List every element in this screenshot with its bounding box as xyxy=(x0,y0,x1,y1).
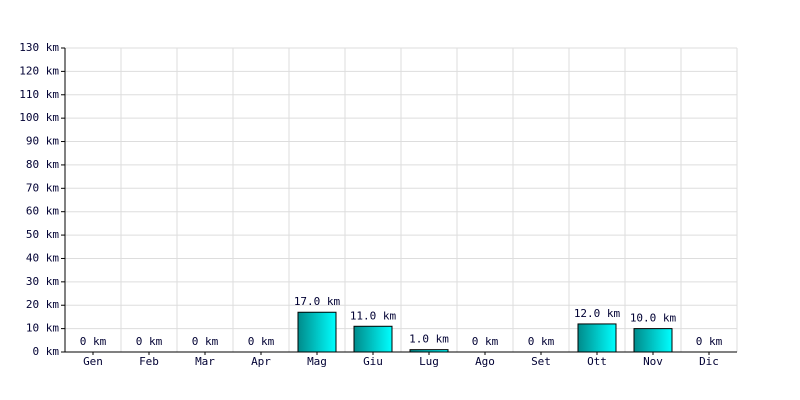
value-label: 0 km xyxy=(528,335,555,348)
bar xyxy=(353,325,393,353)
x-tick-label: Ott xyxy=(587,355,607,368)
value-label: 12.0 km xyxy=(574,307,621,320)
x-tick-label: Ago xyxy=(475,355,495,368)
value-label: 0 km xyxy=(472,335,499,348)
y-tick-label: 0 km xyxy=(33,345,60,358)
x-tick-label: Giu xyxy=(363,355,383,368)
bar xyxy=(633,328,673,353)
value-label: 0 km xyxy=(248,335,275,348)
value-label: 0 km xyxy=(192,335,219,348)
x-tick-label: Lug xyxy=(419,355,439,368)
x-tick-label: Apr xyxy=(251,355,271,368)
value-label: 17.0 km xyxy=(294,295,341,308)
y-tick-label: 40 km xyxy=(26,251,59,264)
x-tick-label: Gen xyxy=(83,355,103,368)
y-tick-label: 60 km xyxy=(26,205,59,218)
y-tick-label: 120 km xyxy=(19,64,59,77)
bar xyxy=(297,311,337,353)
y-tick-label: 50 km xyxy=(26,228,59,241)
x-tick-label: Set xyxy=(531,355,551,368)
y-tick-label: 30 km xyxy=(26,275,59,288)
x-tick-label: Mag xyxy=(307,355,327,368)
bar xyxy=(577,323,617,353)
value-label: 1.0 km xyxy=(409,333,449,346)
value-label: 10.0 km xyxy=(630,312,677,325)
y-tick-label: 80 km xyxy=(26,158,59,171)
x-tick-label: Dic xyxy=(699,355,719,368)
y-tick-label: 110 km xyxy=(19,88,59,101)
value-label: 0 km xyxy=(80,335,107,348)
y-tick-label: 70 km xyxy=(26,181,59,194)
x-tick-label: Nov xyxy=(643,355,663,368)
value-label: 0 km xyxy=(136,335,163,348)
y-tick-label: 90 km xyxy=(26,135,59,148)
y-tick-label: 100 km xyxy=(19,111,59,124)
x-tick-label: Mar xyxy=(195,355,215,368)
y-tick-label: 20 km xyxy=(26,298,59,311)
bar xyxy=(409,349,449,353)
y-tick-label: 10 km xyxy=(26,322,59,335)
value-label: 11.0 km xyxy=(350,309,397,322)
value-label: 0 km xyxy=(696,335,723,348)
x-tick-label: Feb xyxy=(139,355,159,368)
y-tick-label: 130 km xyxy=(19,41,59,54)
